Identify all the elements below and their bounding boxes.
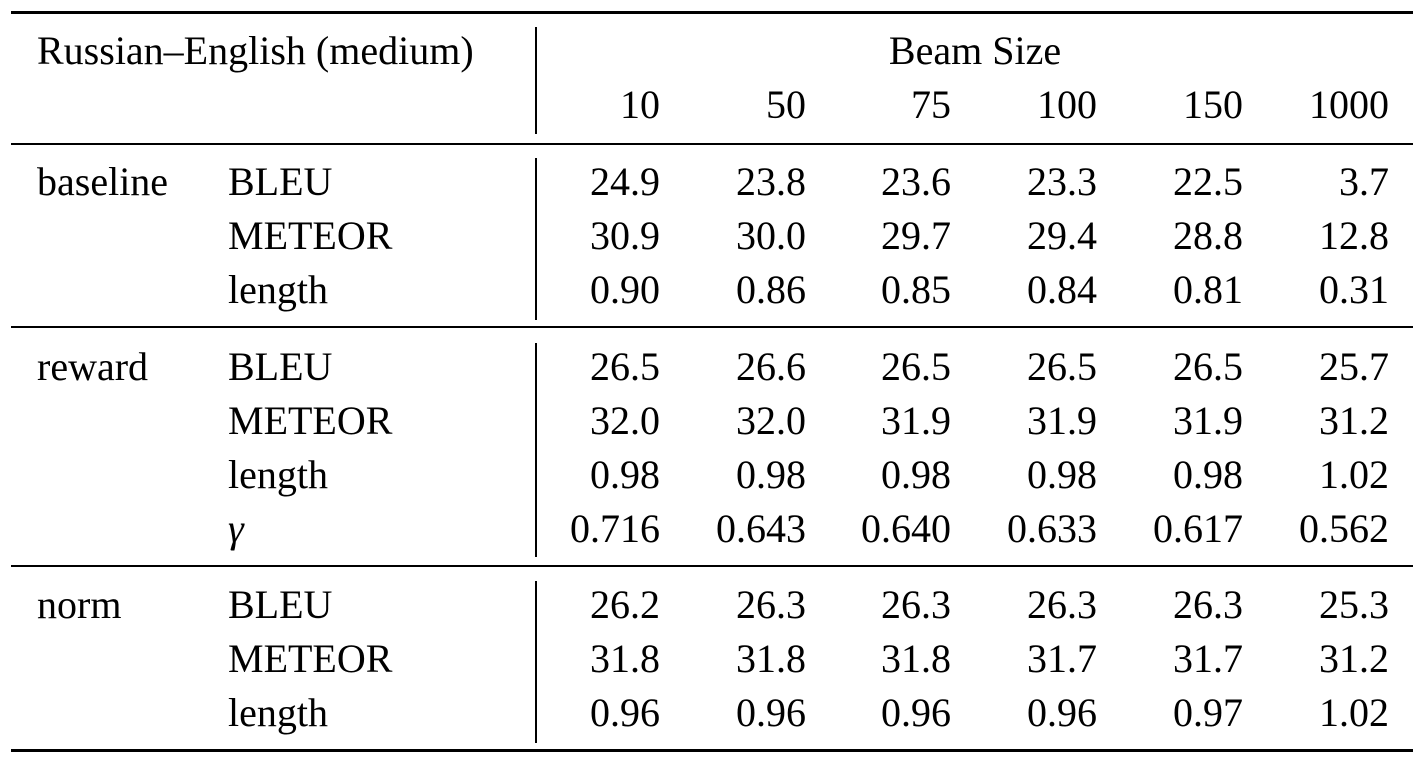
table-cell: 26.3: [1173, 582, 1243, 627]
table-cell: 26.3: [881, 582, 951, 627]
table-cell: 12.8: [1319, 213, 1389, 258]
table-cell: 25.3: [1319, 582, 1389, 627]
table-cell: 26.5: [1027, 344, 1097, 389]
table-cell: 31.2: [1319, 398, 1389, 443]
metric-label: BLEU: [228, 159, 333, 204]
table-cell: 0.633: [1007, 506, 1097, 551]
table-cell: 30.9: [590, 213, 660, 258]
table-cell: 0.98: [1027, 452, 1097, 497]
table-cell: 0.562: [1299, 506, 1389, 551]
bottom-rule: [11, 749, 1413, 752]
top-rule: [11, 11, 1413, 14]
table-cell: 26.2: [590, 582, 660, 627]
table-cell: 0.98: [590, 452, 660, 497]
table-cell: 1.02: [1319, 690, 1389, 735]
table-title: Russian–English (medium): [37, 28, 474, 73]
table-cell: 32.0: [590, 398, 660, 443]
metric-label: METEOR: [228, 213, 393, 258]
table-cell: 1.02: [1319, 452, 1389, 497]
table-cell: 0.96: [736, 690, 806, 735]
method-label: baseline: [37, 159, 169, 204]
table-cell: 31.8: [736, 636, 806, 681]
table-cell: 30.0: [736, 213, 806, 258]
group-divider-baseline: [11, 326, 1413, 328]
table-cell: 24.9: [590, 159, 660, 204]
metric-label: METEOR: [228, 398, 393, 443]
table-cell: 0.716: [570, 506, 660, 551]
table-cell: 26.5: [1173, 344, 1243, 389]
table-cell: 0.98: [736, 452, 806, 497]
table-cell: 0.85: [881, 267, 951, 312]
table-cell: 0.90: [590, 267, 660, 312]
beam-size-column-header: 75: [911, 82, 951, 127]
table-cell: 31.9: [881, 398, 951, 443]
metric-label: length: [228, 690, 328, 735]
baseline-vertical-separator: [535, 158, 537, 320]
table-cell: 0.98: [1173, 452, 1243, 497]
table-cell: 0.98: [881, 452, 951, 497]
table-cell: 31.9: [1173, 398, 1243, 443]
table-cell: 0.617: [1153, 506, 1243, 551]
table-cell: 0.643: [716, 506, 806, 551]
beam-size-column-header: 10: [620, 82, 660, 127]
table-cell: 0.81: [1173, 267, 1243, 312]
table-cell: 0.640: [861, 506, 951, 551]
table-cell: 32.0: [736, 398, 806, 443]
table-cell: 26.3: [1027, 582, 1097, 627]
metric-label: BLEU: [228, 344, 333, 389]
table-cell: 26.3: [736, 582, 806, 627]
beam-size-column-header: 1000: [1309, 82, 1389, 127]
table-cell: 25.7: [1319, 344, 1389, 389]
table-cell: 0.86: [736, 267, 806, 312]
header-vertical-separator: [535, 27, 537, 134]
table-cell: 26.5: [881, 344, 951, 389]
metric-label: METEOR: [228, 636, 393, 681]
table-cell: 0.97: [1173, 690, 1243, 735]
header-rule: [11, 143, 1413, 145]
norm-vertical-separator: [535, 581, 537, 743]
group-divider-reward: [11, 565, 1413, 567]
table-cell: 23.6: [881, 159, 951, 204]
table-cell: 31.7: [1173, 636, 1243, 681]
table-cell: 31.7: [1027, 636, 1097, 681]
reward-vertical-separator: [535, 343, 537, 557]
table-cell: 23.3: [1027, 159, 1097, 204]
table-cell: 26.6: [736, 344, 806, 389]
table-cell: 0.84: [1027, 267, 1097, 312]
table-cell: 31.8: [881, 636, 951, 681]
table-cell: 0.96: [881, 690, 951, 735]
table-cell: 31.2: [1319, 636, 1389, 681]
table-cell: 22.5: [1173, 159, 1243, 204]
beam-size-column-header: 150: [1183, 82, 1243, 127]
table-cell: 26.5: [590, 344, 660, 389]
method-label: norm: [37, 582, 122, 627]
table-cell: 0.31: [1319, 267, 1389, 312]
method-label: reward: [37, 344, 149, 389]
table-cell: 28.8: [1173, 213, 1243, 258]
metric-label: length: [228, 267, 328, 312]
table-cell: 0.96: [1027, 690, 1097, 735]
metric-label: length: [228, 452, 328, 497]
table-cell: 23.8: [736, 159, 806, 204]
beam-size-column-header: 100: [1037, 82, 1097, 127]
beam-size-column-header: 50: [766, 82, 806, 127]
table-cell: 0.96: [590, 690, 660, 735]
table-cell: 29.7: [881, 213, 951, 258]
table-cell: 31.9: [1027, 398, 1097, 443]
metric-label: BLEU: [228, 582, 333, 627]
beam-size-header: Beam Size: [888, 28, 1062, 73]
table-cell: 29.4: [1027, 213, 1097, 258]
metric-label: γ: [228, 506, 244, 551]
table-cell: 3.7: [1339, 159, 1389, 204]
table-cell: 31.8: [590, 636, 660, 681]
